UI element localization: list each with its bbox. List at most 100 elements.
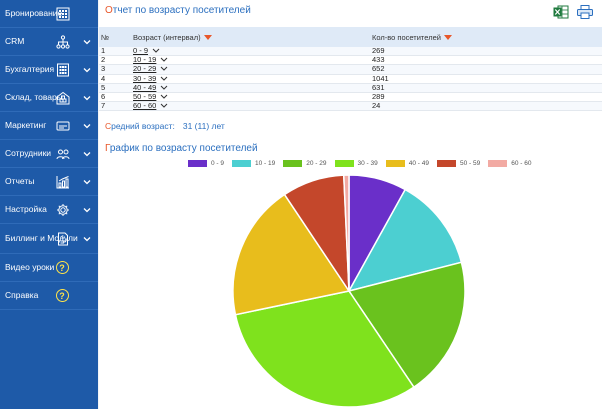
sidebar-item-label: Бронирование [5,8,63,18]
visitor-count: 24 [370,102,602,112]
age-range-link[interactable]: 10 - 19 [133,55,157,65]
column-header-count[interactable]: Кол-во посетителей [370,27,602,47]
age-pie-chart [232,174,466,408]
visitor-count: 433 [370,56,602,66]
legend-label: 0 - 9 [211,160,225,167]
age-range[interactable]: 60 - 60 [131,101,370,112]
age-range-link[interactable]: 30 - 39 [133,73,157,83]
age-range[interactable]: 40 - 49 [131,82,370,94]
legend-item[interactable]: 60 - 60 [488,160,532,167]
chevron-down-icon[interactable] [160,66,168,72]
pie-slice-4[interactable] [232,193,351,316]
calculator-icon [55,62,71,78]
legend-item[interactable]: 20 - 29 [283,160,327,167]
chevron-down-icon[interactable] [152,48,160,54]
pie-slice-3[interactable] [234,290,415,408]
svg-text:$: $ [61,235,64,241]
legend-swatch [188,160,207,167]
sidebar-item[interactable]: Маркетинг [0,112,98,140]
chevron-down-icon[interactable] [82,121,92,131]
chevron-down-icon[interactable] [160,85,168,91]
chevron-down-icon[interactable] [160,76,168,82]
pie-slice-1[interactable] [347,188,463,293]
sidebar-item-label: CRM [5,36,25,46]
sidebar: Бронирование CRM Бухгалтерия Склад, товары М… [0,0,98,409]
hierarchy-icon [55,34,71,50]
column-header-range[interactable]: Возраст (интервал) [131,27,370,47]
sidebar-item[interactable]: Настройка [0,196,98,224]
sidebar-item[interactable]: Справка? [0,282,98,310]
sidebar-item[interactable]: Видео уроки? [0,254,98,282]
age-range-link[interactable]: 60 - 60 [133,101,157,111]
table-row: 2 10 - 19 433 [99,55,602,66]
age-range-link[interactable]: 50 - 59 [133,92,157,102]
legend-swatch [488,160,508,167]
sidebar-item-label: Настройка [5,204,47,214]
chevron-down-icon[interactable] [160,57,168,63]
age-range[interactable]: 50 - 59 [131,92,370,103]
page-title: Отчет по возрасту посетителей [105,5,251,16]
chevron-down-icon[interactable] [82,65,92,75]
average-age: Средний возраст: 31 (11) лет [105,121,225,131]
age-report-table: № Возраст (интервал) Кол-во посетителей … [99,27,602,112]
sidebar-item[interactable]: Биллинг и Модули $ [0,224,98,254]
row-number: 3 [99,65,131,75]
sidebar-item-label: Видео уроки [5,262,55,272]
chevron-down-icon[interactable] [82,37,92,47]
sidebar-item[interactable]: Сотрудники [0,140,98,168]
legend-label: 10 - 19 [255,160,276,167]
sidebar-item-label: Биллинг и Модули [5,233,78,243]
table-row: 6 50 - 59 289 [99,92,602,103]
users-icon [55,146,71,162]
chevron-down-icon[interactable] [160,103,168,109]
legend-item[interactable]: 30 - 39 [334,160,378,167]
visitor-count: 652 [370,65,602,75]
table-row: 3 20 - 29 652 [99,64,602,75]
age-range[interactable]: 30 - 39 [131,73,370,84]
chevron-down-icon[interactable] [160,94,168,100]
sidebar-item[interactable]: CRM [0,28,98,56]
age-range-link[interactable]: 20 - 29 [133,64,157,74]
legend-label: 50 - 59 [460,160,481,167]
chart-title: График по возрасту посетителей [105,143,258,154]
row-number: 6 [99,92,131,103]
sort-arrow-icon[interactable] [443,35,452,41]
chevron-down-icon[interactable] [82,149,92,159]
legend-swatch [283,160,303,167]
sidebar-item[interactable]: Бухгалтерия [0,56,98,84]
table-row: 5 40 - 49 631 [99,82,602,94]
row-number: 5 [99,83,131,94]
help-icon: ? [54,288,70,304]
excel-export-icon[interactable] [553,5,569,19]
chevron-down-icon[interactable] [82,234,92,244]
sidebar-item-label: Маркетинг [5,120,47,130]
age-range[interactable]: 0 - 9 [131,46,370,57]
sidebar-item[interactable]: Отчеты [0,168,98,196]
legend-item[interactable]: 10 - 19 [232,160,275,167]
chevron-down-icon[interactable] [82,93,92,103]
legend-label: 40 - 49 [408,160,430,167]
visitor-count: 631 [370,83,602,94]
age-range[interactable]: 20 - 29 [131,64,370,75]
print-icon[interactable] [577,5,593,19]
row-number: 7 [99,102,131,112]
age-range-link[interactable]: 40 - 49 [133,82,157,92]
legend-swatch [232,160,252,167]
age-range-link[interactable]: 0 - 9 [133,46,149,55]
sidebar-item-label: Склад, товары [5,92,63,102]
pie-slice-6[interactable] [342,174,350,292]
sort-arrow-icon[interactable] [203,35,212,41]
sidebar-item[interactable]: Бронирование [0,0,98,28]
visitor-count: 1041 [370,74,602,84]
sidebar-item-label: Бухгалтерия [5,64,55,74]
sidebar-item[interactable]: Склад, товары [0,84,98,112]
chevron-down-icon[interactable] [82,205,92,215]
sidebar-item-label: Справка [5,290,39,300]
chevron-down-icon[interactable] [82,177,92,187]
pie-slice-2[interactable] [347,261,466,389]
legend-item[interactable]: 50 - 59 [437,160,480,167]
legend-item[interactable]: 0 - 9 [188,160,224,167]
legend-item[interactable]: 40 - 49 [385,160,430,167]
age-range[interactable]: 10 - 19 [131,55,370,66]
